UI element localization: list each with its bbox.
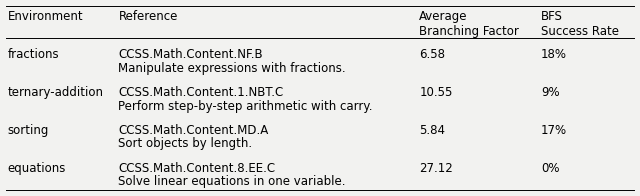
Text: 0%: 0% <box>541 162 559 175</box>
Text: 18%: 18% <box>541 48 567 61</box>
Text: CCSS.Math.Content.NF.B: CCSS.Math.Content.NF.B <box>118 48 263 61</box>
Text: 6.58: 6.58 <box>419 48 445 61</box>
Text: Environment: Environment <box>8 10 83 23</box>
Text: Perform step-by-step arithmetic with carry.: Perform step-by-step arithmetic with car… <box>118 100 373 113</box>
Text: fractions: fractions <box>8 48 60 61</box>
Text: CCSS.Math.Content.MD.A: CCSS.Math.Content.MD.A <box>118 124 269 137</box>
Text: sorting: sorting <box>8 124 49 137</box>
Text: Solve linear equations in one variable.: Solve linear equations in one variable. <box>118 175 346 189</box>
Text: Sort objects by length.: Sort objects by length. <box>118 138 253 151</box>
Text: ternary-addition: ternary-addition <box>8 86 104 99</box>
Text: 27.12: 27.12 <box>419 162 453 175</box>
Text: Average
Branching Factor: Average Branching Factor <box>419 10 519 38</box>
Text: 5.84: 5.84 <box>419 124 445 137</box>
Text: 17%: 17% <box>541 124 567 137</box>
Text: CCSS.Math.Content.8.EE.C: CCSS.Math.Content.8.EE.C <box>118 162 276 175</box>
Text: BFS
Success Rate: BFS Success Rate <box>541 10 619 38</box>
Text: 10.55: 10.55 <box>419 86 452 99</box>
Text: CCSS.Math.Content.1.NBT.C: CCSS.Math.Content.1.NBT.C <box>118 86 284 99</box>
Text: 9%: 9% <box>541 86 559 99</box>
Text: Reference: Reference <box>118 10 178 23</box>
Text: Manipulate expressions with fractions.: Manipulate expressions with fractions. <box>118 62 346 74</box>
Text: equations: equations <box>8 162 66 175</box>
